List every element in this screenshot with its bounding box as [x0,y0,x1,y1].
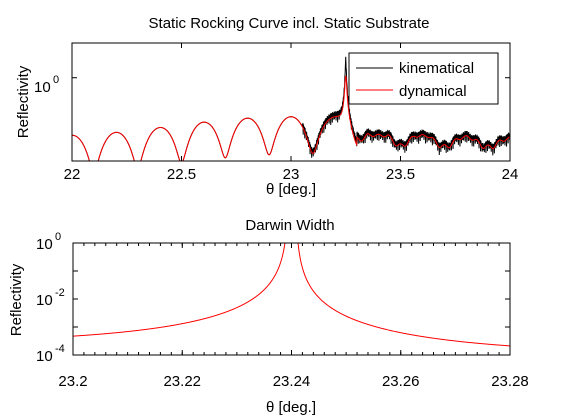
bottom-y-tick-base-1: 10 [36,292,53,309]
bottom-y-tick-exp-2: -4 [55,343,65,355]
bottom-x-tick-label: 23.26 [382,373,420,390]
top-x-tick-label: 23 [283,166,300,183]
bottom-y-tick-base-2: 10 [36,348,53,365]
legend-box [348,52,499,105]
bottom-plot: Darwin Width 23.2 23.22 23.24 23.26 23.28 Re… [8,217,529,416]
bottom-ticks: 23.2 23.22 23.24 23.26 23.28 [58,242,529,390]
top-title: Static Rocking Curve incl. Static Substr… [149,15,430,32]
top-plot: Static Rocking Curve incl. Static Substr… [15,15,518,198]
series-dynamical-line [71,75,511,162]
bottom-x-tick-label: 23.22 [163,373,201,390]
bottom-y-tick-base-0: 10 [36,236,53,253]
bottom-y-tick-labels: 10 0 10 -2 10 -4 [36,231,65,365]
bottom-x-tick-label: 23.28 [491,373,529,390]
bottom-y-tick-exp-0: 0 [55,231,61,243]
bottom-x-axis-label: θ [deg.] [266,399,316,416]
top-y-tick-base: 10 [34,79,51,96]
top-y-tick-label: 10 0 [34,74,59,96]
bottom-x-tick-label: 23.2 [58,373,87,390]
top-x-tick-label: 22 [64,166,81,183]
top-y-axis-label: Reflectivity [15,65,32,138]
bottom-x-tick-label: 23.24 [273,373,311,390]
top-x-tick-label: 24 [502,166,519,183]
top-x-axis-label: θ [deg.] [266,181,316,198]
bottom-y-tick-exp-1: -2 [55,287,65,299]
legend: kinematical dynamical [348,52,499,105]
legend-label-kinematical: kinematical [399,60,474,77]
bottom-y-axis-label: Reflectivity [8,263,25,336]
bottom-title: Darwin Width [245,217,334,234]
top-y-tick-exp: 0 [53,74,59,86]
top-x-tick-label: 23.5 [386,166,415,183]
top-x-tick-label: 22.5 [167,166,196,183]
legend-label-dynamical: dynamical [399,83,467,100]
top-curves [71,56,511,162]
top-ticks: 22 22.5 23 23.5 24 [64,43,519,183]
